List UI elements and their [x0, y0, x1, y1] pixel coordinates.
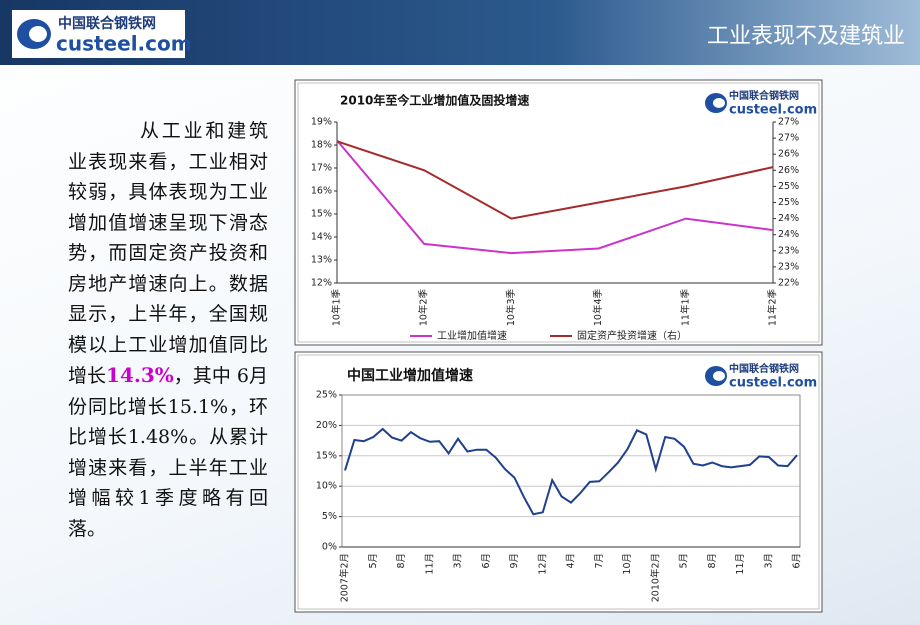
y-tick-label: 20%: [316, 420, 337, 431]
x-tick-label: 8月: [396, 553, 407, 569]
y2-tick-label: 25%: [778, 181, 799, 192]
y2-tick-label: 23%: [778, 261, 799, 272]
body-text: 从工业和建筑业表现来看，工业相对较弱，具体表现为工业增加值增速呈现下滑态势，而固…: [68, 116, 268, 544]
x-tick-label: 6月: [792, 553, 803, 569]
x-tick-label: 2010年2月: [649, 553, 661, 602]
chart-title: 2010年至今工业增加值及固投增速: [340, 93, 529, 108]
series-line: [336, 139, 774, 255]
y-tick-label: 0%: [322, 542, 337, 553]
logo-icon-inner: [29, 26, 47, 42]
y2-tick-label: 26%: [778, 149, 799, 160]
legend-label: 工业增加值增速: [437, 329, 507, 342]
y2-tick-label: 27%: [778, 117, 799, 128]
legend-label: 固定资产投资增速（右）: [577, 329, 687, 342]
header-title: 工业表现不及建筑业: [707, 24, 905, 49]
x-tick-label: 10年3季: [505, 289, 517, 327]
highlight: 14.3%: [106, 363, 174, 387]
x-tick-label: 10月: [622, 553, 633, 575]
logo-icon-inner: [713, 98, 725, 108]
x-tick-label: 10年4季: [592, 289, 604, 327]
x-tick-label: 10年2季: [418, 289, 430, 327]
chart-frame-inner: [297, 354, 820, 610]
logo-name: 中国联合钢铁网: [729, 362, 799, 375]
logo-name: 中国联合钢铁网: [729, 89, 799, 102]
body-text-part: ，其中 6月份同比增长15.1%，环比增长1.48%。从累计增速来看，上半年工业…: [68, 365, 268, 540]
y2-tick-label: 26%: [778, 165, 799, 176]
x-tick-label: 3月: [763, 553, 774, 569]
x-tick-label: 11年1季: [679, 289, 691, 327]
x-tick-label: 11月: [424, 553, 435, 575]
y2-tick-label: 27%: [778, 133, 799, 144]
y-tick-label: 15%: [311, 209, 332, 220]
y2-tick-label: 23%: [778, 245, 799, 256]
chart-frame-inner: [297, 82, 820, 343]
logo-icon-inner: [713, 371, 725, 381]
body-text-part: 从工业和建筑业表现来看，工业相对较弱，具体表现为工业增加值增速呈现下滑态势，而固…: [68, 120, 268, 387]
series-line: [344, 427, 798, 516]
logo-name: 中国联合钢铁网: [58, 15, 156, 32]
x-tick-label: 6月: [481, 553, 492, 569]
y-tick-label: 14%: [311, 232, 332, 243]
x-tick-label: 2007年2月: [339, 553, 351, 602]
chart-frame: [294, 79, 823, 346]
y-tick-label: 10%: [316, 481, 337, 492]
y-tick-label: 17%: [311, 163, 332, 174]
series-line: [336, 140, 774, 220]
y-tick-label: 18%: [311, 140, 332, 151]
x-tick-label: 4月: [566, 553, 577, 569]
y2-tick-label: 22%: [778, 278, 799, 289]
y-tick-label: 12%: [311, 278, 332, 289]
x-tick-label: 3月: [453, 553, 464, 569]
logo-domain: custeel.com: [729, 103, 817, 118]
y2-tick-label: 25%: [778, 197, 799, 208]
x-tick-label: 11月: [735, 553, 746, 575]
y-tick-label: 5%: [322, 511, 337, 522]
y-tick-label: 16%: [311, 186, 332, 197]
y-tick-label: 13%: [311, 255, 332, 266]
x-tick-label: 7月: [594, 553, 605, 569]
logo-domain: custeel.com: [56, 32, 192, 56]
x-tick-label: 12月: [537, 553, 548, 575]
y-tick-label: 19%: [311, 117, 332, 128]
x-tick-label: 8月: [707, 553, 718, 569]
x-tick-label: 11年2季: [767, 289, 779, 327]
y-tick-label: 25%: [316, 390, 337, 401]
x-tick-label: 10年1季: [331, 289, 343, 327]
y2-tick-label: 24%: [778, 229, 799, 240]
y2-tick-label: 24%: [778, 213, 799, 224]
x-tick-label: 5月: [679, 553, 690, 569]
x-tick-label: 5月: [368, 553, 379, 569]
logo-domain: custeel.com: [729, 376, 817, 391]
y-tick-label: 15%: [316, 450, 337, 461]
x-tick-label: 9月: [509, 553, 520, 569]
chart-title: 中国工业增加值增速: [347, 367, 473, 384]
